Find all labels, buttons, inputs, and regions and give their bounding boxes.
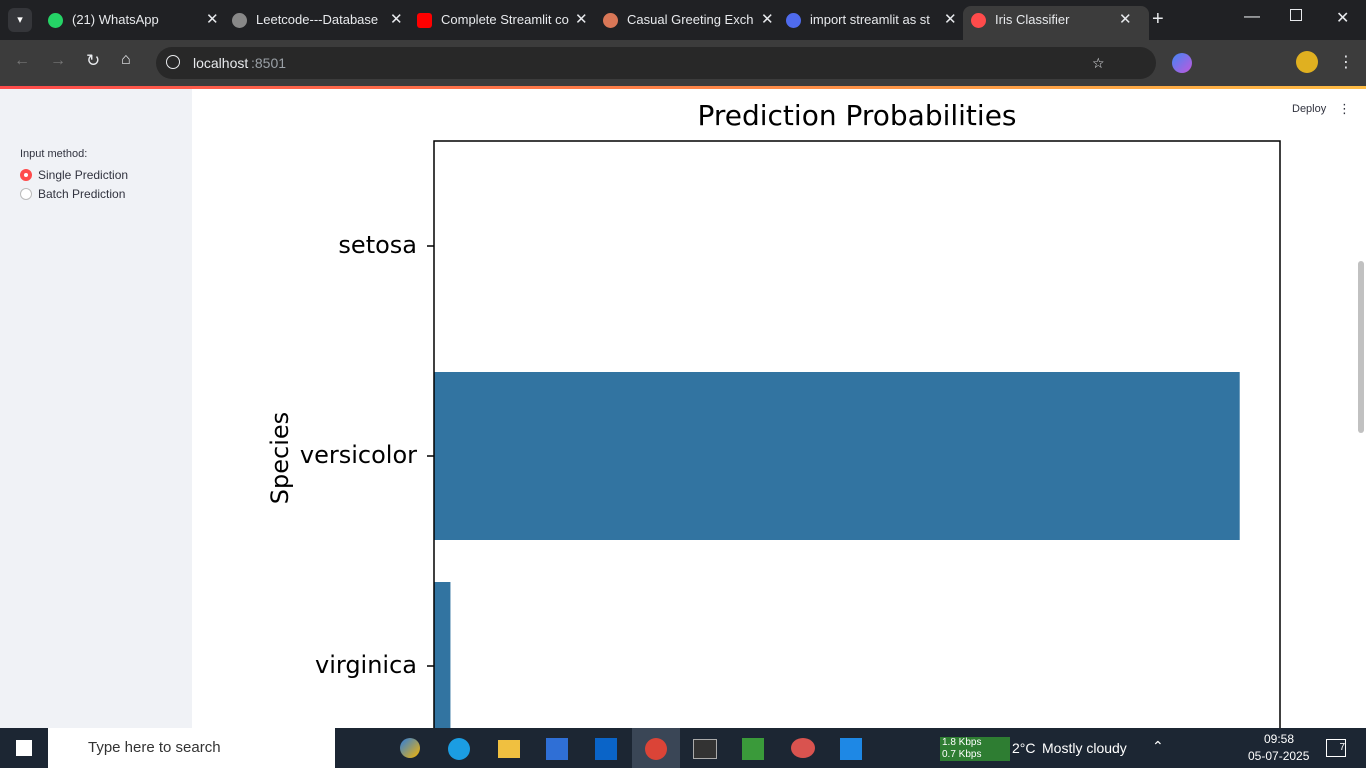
tab-strip: ▾ (21) WhatsApp ✕ Leetcode---Database ✕ Co… — [0, 0, 1366, 40]
app-icon[interactable] — [742, 738, 764, 760]
radio-option[interactable]: Single Prediction — [38, 168, 129, 182]
y-tick-label: virginica — [315, 651, 417, 679]
streamlit-decoration — [0, 86, 1366, 89]
chart-group: Prediction Probabilities Species setosa v… — [266, 99, 1281, 728]
tab-search-button[interactable]: ▾ — [8, 8, 32, 32]
radio-unselected[interactable] — [20, 188, 32, 200]
app-icon[interactable] — [448, 738, 470, 760]
tab-icon — [417, 13, 432, 28]
weather[interactable]: Mostly cloudy — [1042, 740, 1127, 756]
notification-button[interactable]: 7 — [1326, 739, 1346, 757]
tab-close[interactable]: ✕ — [390, 11, 402, 28]
search-box[interactable]: Type here to search — [48, 728, 335, 768]
plot-frame — [433, 140, 1281, 728]
bar — [434, 372, 1240, 540]
taskbar: Type here to search 1.8 Kbps 0.7 Kbps 2°C… — [0, 728, 1366, 768]
app-icon[interactable] — [791, 738, 815, 758]
app-icon[interactable] — [693, 739, 717, 759]
tab[interactable]: Casual Greeting Exch ✕ — [603, 6, 773, 40]
site-info-icon[interactable] — [166, 55, 180, 69]
tab-close[interactable]: ✕ — [575, 11, 587, 28]
clock-date[interactable]: 05-07-2025 — [1248, 749, 1310, 763]
tab-close[interactable]: ✕ — [761, 11, 773, 28]
app-icon[interactable] — [840, 738, 862, 760]
close-button[interactable]: ✕ — [1336, 10, 1350, 27]
radio-option[interactable]: Batch Prediction — [38, 187, 126, 201]
main-menu-button[interactable]: ⋮ — [1338, 101, 1351, 116]
restore-button[interactable] — [1290, 9, 1302, 21]
y-axis-label: Species — [266, 412, 294, 504]
app-icon[interactable] — [595, 738, 617, 760]
tab-icon — [48, 13, 63, 28]
scrollbar-thumb[interactable] — [1358, 261, 1364, 433]
y-tick-label: versicolor — [300, 441, 417, 469]
chart-title: Prediction Probabilities — [697, 99, 1016, 132]
profile-button[interactable] — [1296, 51, 1318, 73]
notification-count: 7 — [1339, 742, 1345, 753]
home-button[interactable]: ⌂ — [121, 51, 131, 68]
y-tick-label: setosa — [338, 231, 417, 259]
tab[interactable]: Leetcode---Database ✕ — [232, 6, 402, 40]
new-tab-button[interactable]: + — [1152, 8, 1164, 30]
app-icon[interactable] — [546, 738, 568, 760]
sidebar: Input method: Single Prediction Batch Pr… — [0, 89, 192, 728]
chart: Prediction Probabilities Species setosa v… — [266, 99, 1281, 728]
app-icon[interactable] — [498, 740, 520, 758]
start-button[interactable] — [16, 740, 32, 756]
tab-title: (21) WhatsApp — [72, 12, 159, 27]
tab[interactable]: Complete Streamlit co ✕ — [417, 6, 587, 40]
minimize-button[interactable]: — — [1244, 8, 1260, 25]
url-host: localhost — [193, 55, 249, 71]
tab-title: Casual Greeting Exch — [627, 12, 754, 27]
tab-title: Iris Classifier — [995, 12, 1070, 27]
tab-icon — [971, 13, 986, 28]
app-icon[interactable] — [400, 738, 420, 758]
radio-label: Input method: — [20, 148, 88, 160]
tab-close[interactable]: ✕ — [206, 11, 218, 28]
tab-active[interactable]: Iris Classifier ✕ — [963, 6, 1149, 40]
radio-selected[interactable] — [20, 169, 32, 181]
url-port: :8501 — [251, 55, 287, 71]
forward-button[interactable]: → — [50, 52, 66, 69]
extension-icon[interactable] — [1172, 53, 1192, 73]
tab[interactable]: (21) WhatsApp ✕ — [48, 6, 218, 40]
tab-icon — [603, 13, 618, 28]
tab-close[interactable]: ✕ — [944, 11, 956, 28]
temperature[interactable]: 2°C — [1012, 740, 1036, 756]
tray-chevron[interactable]: ⌃ — [1152, 738, 1164, 754]
search-placeholder: Type here to search — [88, 739, 221, 756]
reload-button[interactable]: ↻ — [86, 51, 101, 70]
tab-title: Complete Streamlit co — [441, 12, 569, 27]
back-button[interactable]: ← — [14, 52, 30, 69]
menu-button[interactable]: ⋮ — [1338, 54, 1354, 71]
tab-title: Leetcode---Database — [256, 12, 379, 27]
net-down: 0.7 Kbps — [942, 749, 982, 760]
tab[interactable]: import streamlit as st ✕ — [786, 6, 956, 40]
tab-icon — [232, 13, 247, 28]
tab-icon — [786, 13, 801, 28]
main-content: Prediction Probabilities Species setosa v… — [192, 89, 1366, 728]
app-icon-active[interactable] — [632, 728, 680, 768]
tab-close[interactable]: ✕ — [1119, 11, 1132, 28]
bookmark-button[interactable]: ☆ — [1092, 55, 1105, 71]
bar — [434, 582, 451, 728]
network-widget: 1.8 Kbps 0.7 Kbps — [940, 737, 1010, 761]
clock-time[interactable]: 09:58 — [1264, 732, 1295, 746]
deploy-button[interactable]: Deploy — [1292, 103, 1327, 115]
tab-title: import streamlit as st — [810, 12, 930, 27]
omnibox[interactable]: localhost:8501 ☆ — [156, 47, 1156, 79]
net-up: 1.8 Kbps — [942, 737, 982, 748]
